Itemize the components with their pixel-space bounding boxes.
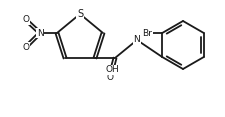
Text: O: O <box>22 15 29 24</box>
Text: S: S <box>77 9 83 19</box>
Text: OH: OH <box>105 66 119 75</box>
Text: N: N <box>37 29 43 38</box>
Text: O: O <box>106 73 113 82</box>
Text: N: N <box>134 35 140 44</box>
Text: Br: Br <box>142 29 152 38</box>
Text: O: O <box>22 42 29 51</box>
